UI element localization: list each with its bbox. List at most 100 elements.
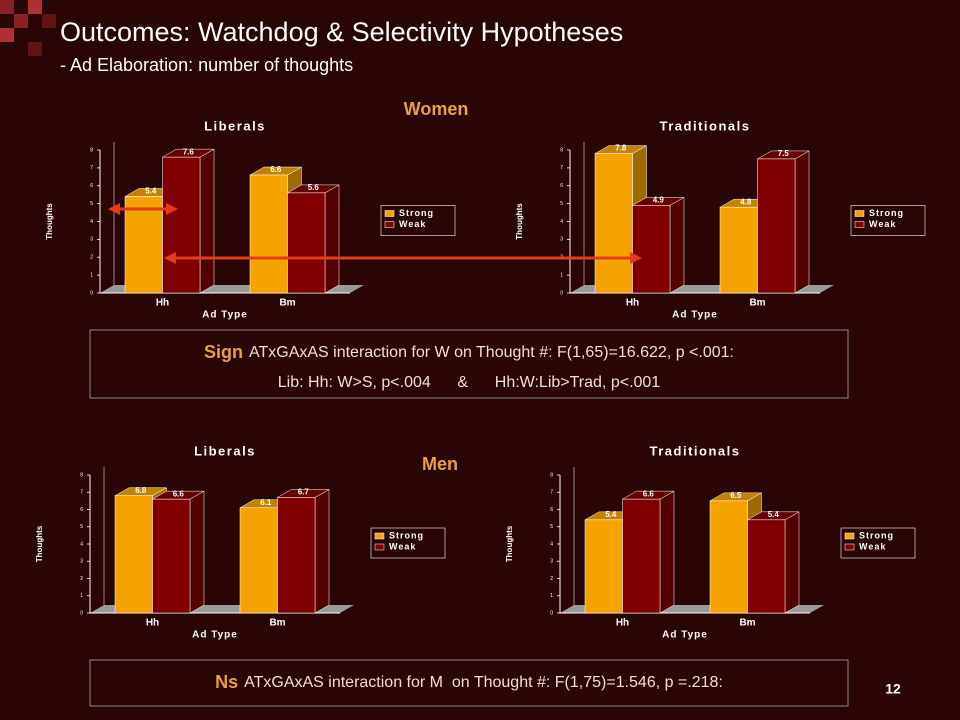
bar-side [669,196,685,294]
y-axis-label: Thoughts [45,203,54,240]
x-axis-label: Ad Type [202,310,248,321]
legend-swatch [844,532,855,540]
y-tick-label: 5 [550,524,553,530]
legend-label: Strong [399,208,434,218]
y-tick-label: 5 [80,524,83,530]
bar [584,519,623,614]
note-box [89,329,849,399]
value-label: 6.1 [260,498,272,507]
y-tick-label: 3 [80,559,83,565]
women-heading: Women [404,99,469,119]
y-tick-label: 4 [80,541,83,547]
bar [162,156,201,294]
x-axis-label: Ad Type [192,630,238,641]
y-tick-label: 1 [80,593,83,599]
bar-side [784,511,800,614]
legend-swatch [384,210,395,217]
legend-label: Weak [399,219,426,229]
y-tick-label: 8 [80,472,83,478]
legend-swatch [374,532,385,540]
bar-side [314,488,330,614]
x-tick-label: Bm [279,298,295,309]
y-tick-label: 5 [90,201,93,207]
chart-title: Liberals [194,443,256,458]
value-label: 4.8 [740,197,752,206]
y-tick-label: 7 [560,165,563,171]
page-number: 12 [885,681,901,697]
y-tick-label: 7 [90,165,93,171]
y-tick-label: 6 [90,183,93,189]
note-line: Ns ATxGAxAS interaction for M on Thought … [215,672,723,692]
y-tick-label: 3 [550,559,553,565]
legend-swatch [854,221,865,228]
x-tick-label: Hh [156,298,169,309]
y-tick-label: 7 [550,490,553,496]
legend-swatch [374,543,385,551]
value-label: 7.8 [615,144,627,153]
chart: Liberals 0 1 2 3 4 5 6 7 8 Thoughts Ad Type Hh 5.4 7.6… [45,118,456,321]
bar [719,206,758,294]
corner-squares [0,0,56,56]
y-tick-label: 3 [90,237,93,243]
y-tick-label: 0 [80,610,83,616]
y-tick-label: 2 [90,255,93,261]
chart-title: Traditionals [660,118,751,133]
bar [249,174,288,294]
bar-side [794,150,810,294]
y-tick-label: 3 [560,237,563,243]
legend-label: Weak [389,541,416,551]
note-line: Sign ATxGAxAS interaction for W on Though… [204,342,734,362]
slide-title: Outcomes: Watchdog & Selectivity Hypothe… [60,17,623,47]
value-label: 6.6 [173,489,185,498]
bar [632,205,671,294]
bar [114,495,153,614]
y-tick-label: 5 [560,201,563,207]
bar [277,497,316,614]
y-tick-label: 2 [80,576,83,582]
legend-box [380,205,456,236]
bar [287,192,326,294]
x-tick-label: Bm [749,298,765,309]
x-tick-label: Hh [626,298,639,309]
y-tick-label: 7 [80,490,83,496]
note-text: ATxGAxAS interaction for M on Thought #:… [244,674,723,691]
bar-side [659,490,675,614]
legend-swatch [854,210,865,217]
bar-side [189,490,205,614]
bar [757,158,796,294]
legend-swatch [844,543,855,551]
y-tick-label: 2 [550,576,553,582]
legend-label: Strong [859,530,894,540]
legend-box [850,205,926,236]
x-tick-label: Bm [269,618,285,629]
y-tick-label: 4 [550,541,553,547]
y-tick-label: 8 [550,472,553,478]
x-axis-label: Ad Type [672,310,718,321]
note-box [89,659,849,707]
bar [622,498,661,614]
legend-swatch [384,221,395,228]
x-tick-label: Hh [616,618,629,629]
value-label: 5.6 [308,183,320,192]
bar [594,153,633,294]
legend-label: Weak [869,219,896,229]
bar [152,498,191,614]
y-tick-label: 8 [90,147,93,153]
arrows [108,203,642,264]
y-tick-label: 1 [550,593,553,599]
y-tick-label: 1 [560,272,563,278]
y-tick-label: 4 [90,219,93,225]
bar [124,196,163,294]
y-axis-label: Thoughts [505,525,514,562]
value-label: 6.7 [298,488,310,497]
y-axis-label: Thoughts [515,203,524,240]
value-label: 5.4 [768,510,780,519]
value-label: 4.9 [653,196,665,205]
bar [239,507,278,614]
y-tick-label: 0 [90,290,93,296]
legend-box [370,527,446,559]
note-line: Lib: Hh: W>S, p<.004 & Hh:W:Lib>Trad, p<… [278,374,661,391]
value-label: 5.4 [605,510,617,519]
